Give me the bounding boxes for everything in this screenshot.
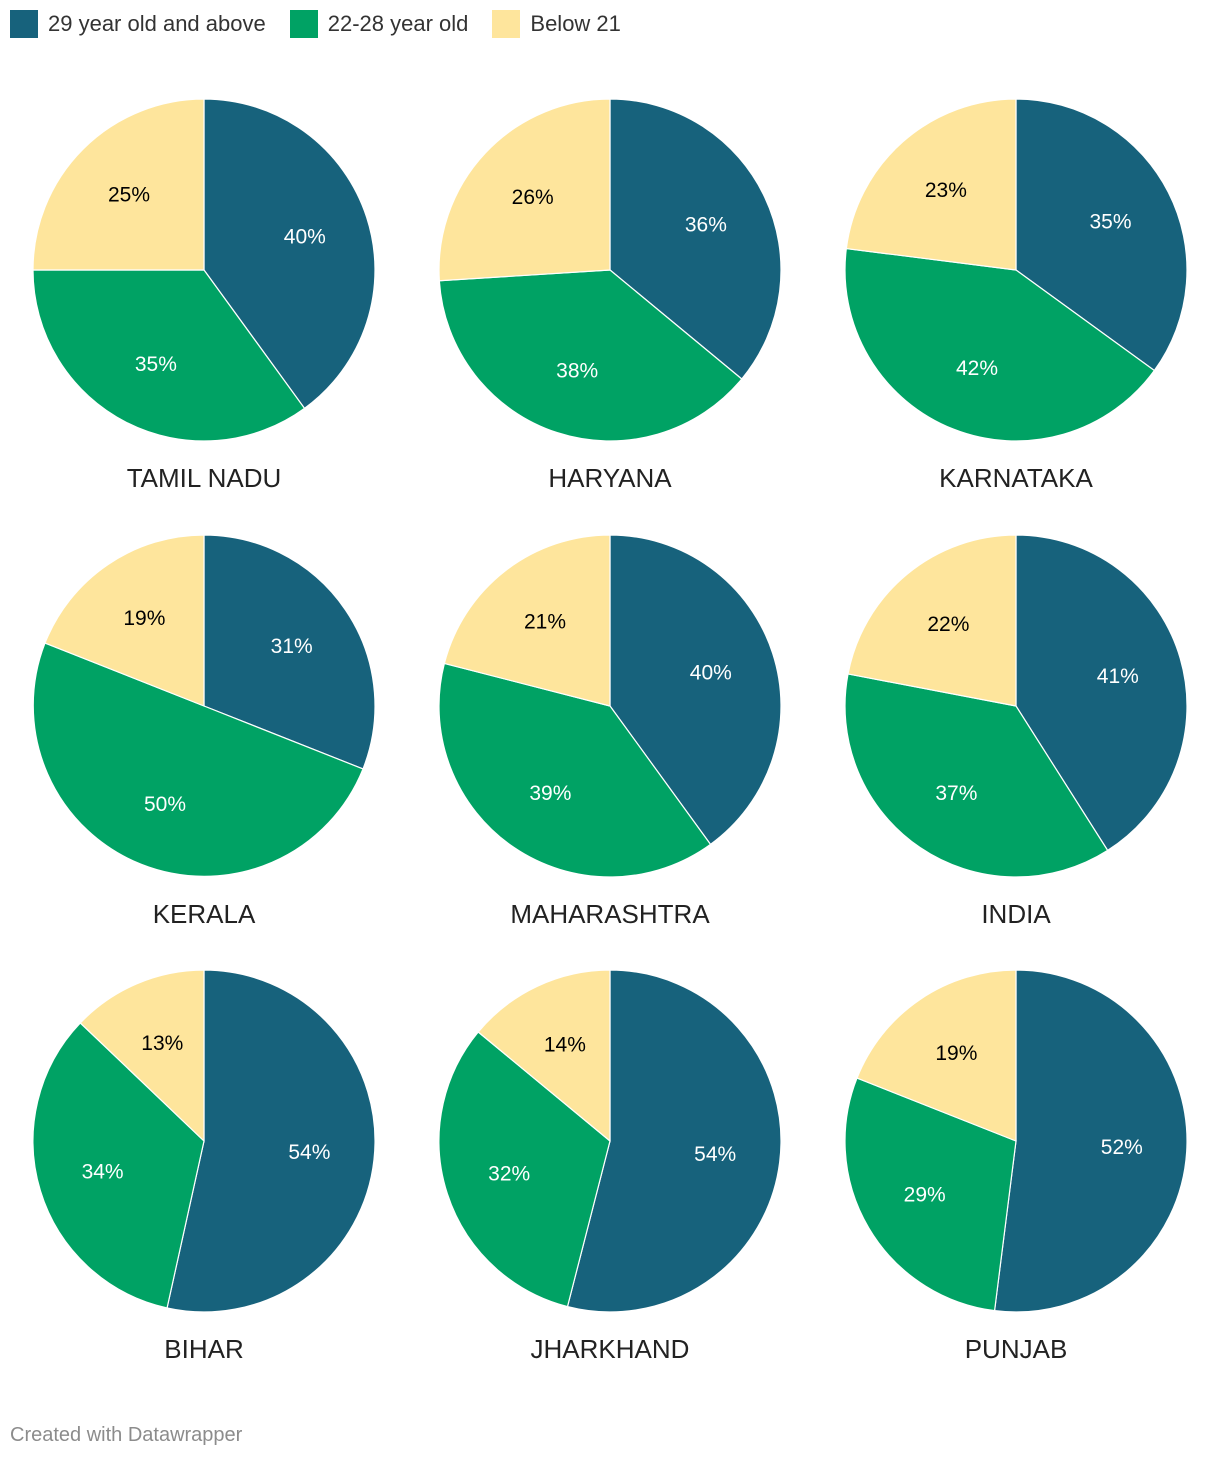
pie-slice-maharashtra-below-21 [443,534,611,707]
pie-slice-haryana-below-21 [438,98,611,282]
pie-slice-punjab-below-21 [856,969,1017,1142]
pie-title-bihar: BIHAR [164,1334,243,1364]
legend-item-22-28: 22-28 year old [289,10,469,38]
pie-slice-haryana-22-28 [438,269,743,442]
pie-slice-india-22-28 [844,673,1109,878]
data-label-tamil-nadu-29-and-above: 40% [284,226,326,249]
pie-chart-grid: 40% 35% 25% TAMIL NADU 36% 38% 26% HARYANA 35% 42… [32,98,1188,1364]
data-label-karnataka-29-and-above: 35% [1089,210,1131,233]
pie-kerala: 31% 50% 19% KERALA [32,534,376,929]
pie-india: 41% 37% 22% INDIA [844,534,1188,929]
data-label-karnataka-22-28: 42% [956,357,998,380]
pie-slice-haryana-29-and-above [609,98,782,380]
data-label-maharashtra-22-28: 39% [529,782,571,805]
pie-slice-jharkhand-22-28 [438,1031,611,1308]
pie-tamil-nadu: 40% 35% 25% TAMIL NADU [32,98,376,493]
legend-swatch-29-and-above [10,10,38,38]
pie-title-tamil-nadu: TAMIL NADU [127,463,282,493]
pie-slice-kerala-22-28 [32,642,364,877]
data-label-india-29-and-above: 41% [1097,665,1139,688]
pie-slice-punjab-22-28 [844,1077,1017,1312]
pie-karnataka: 35% 42% 23% KARNATAKA [844,98,1188,493]
data-label-maharashtra-below-21: 21% [524,611,566,634]
data-label-haryana-29-and-above: 36% [685,213,727,236]
pie-slice-tamil-nadu-29-and-above [203,98,376,410]
legend-item-below-21: Below 21 [492,10,621,38]
data-label-tamil-nadu-below-21: 25% [108,184,150,207]
pie-slice-kerala-29-and-above [203,534,376,770]
pie-slice-bihar-below-21 [79,969,205,1143]
pie-maharashtra: 40% 39% 21% MAHARASHTRA [438,534,782,929]
pie-slice-maharashtra-22-28 [438,662,712,878]
pie-slice-bihar-22-28 [32,1022,205,1309]
data-label-india-below-21: 22% [927,613,969,636]
legend-swatch-below-21 [492,10,521,38]
data-label-punjab-29-and-above: 52% [1101,1136,1143,1159]
data-label-tamil-nadu-22-28: 35% [135,353,177,376]
legend-label-22-28: 22-28 year old [327,11,469,36]
data-label-karnataka-below-21: 23% [925,179,967,202]
pie-jharkhand: 54% 32% 14% JHARKHAND [438,969,782,1364]
pie-bihar: 54% 34% 13% BIHAR [32,969,376,1364]
data-label-jharkhand-29-and-above: 54% [694,1143,736,1166]
pie-slice-karnataka-29-and-above [1015,98,1188,372]
pie-slice-bihar-29-and-above [166,969,376,1313]
pie-slice-maharashtra-29-and-above [609,534,782,846]
data-label-haryana-22-28: 38% [556,359,598,382]
data-label-punjab-22-28: 29% [904,1184,946,1207]
pie-slice-kerala-below-21 [44,534,205,707]
legend: 29 year old and above 22-28 year old Bel… [10,10,645,38]
pie-slice-india-29-and-above [1015,534,1188,852]
data-label-maharashtra-29-and-above: 40% [690,662,732,685]
legend-swatch-22-28 [289,10,318,38]
footer-credit: Created with Datawrapper [10,1424,243,1446]
pie-slice-jharkhand-below-21 [477,969,611,1143]
pie-slice-tamil-nadu-22-28 [32,269,306,442]
pie-slice-jharkhand-29-and-above [566,969,782,1313]
pie-slice-tamil-nadu-below-21 [32,98,205,271]
pie-slice-punjab-29-and-above [993,969,1188,1313]
pie-title-haryana: HARYANA [548,463,672,493]
pie-haryana: 36% 38% 26% HARYANA [438,98,782,493]
pie-title-jharkhand: JHARKHAND [531,1334,690,1364]
data-label-haryana-below-21: 26% [512,186,554,209]
data-label-bihar-29-and-above: 54% [288,1141,330,1164]
data-label-india-22-28: 37% [935,782,977,805]
legend-item-29-and-above: 29 year old and above [10,10,266,38]
data-label-kerala-22-28: 50% [144,793,186,816]
pie-title-india: INDIA [981,899,1051,929]
pie-title-kerala: KERALA [153,899,256,929]
legend-label-below-21: Below 21 [530,11,621,36]
legend-label-29-and-above: 29 year old and above [48,11,266,36]
data-label-bihar-below-21: 13% [141,1032,183,1055]
data-label-kerala-29-and-above: 31% [271,635,313,658]
pie-title-karnataka: KARNATAKA [939,463,1093,493]
data-label-jharkhand-22-28: 32% [488,1162,530,1185]
pie-slice-karnataka-22-28 [844,247,1156,442]
pie-slice-india-below-21 [847,534,1017,707]
pie-title-punjab: PUNJAB [965,1334,1068,1364]
data-label-kerala-below-21: 19% [123,607,165,630]
data-label-punjab-below-21: 19% [935,1042,977,1065]
data-label-jharkhand-below-21: 14% [544,1034,586,1057]
pie-title-maharashtra: MAHARASHTRA [510,899,710,929]
data-label-bihar-22-28: 34% [82,1160,124,1183]
pie-punjab: 52% 29% 19% PUNJAB [844,969,1188,1364]
pie-slice-karnataka-below-21 [845,98,1017,271]
